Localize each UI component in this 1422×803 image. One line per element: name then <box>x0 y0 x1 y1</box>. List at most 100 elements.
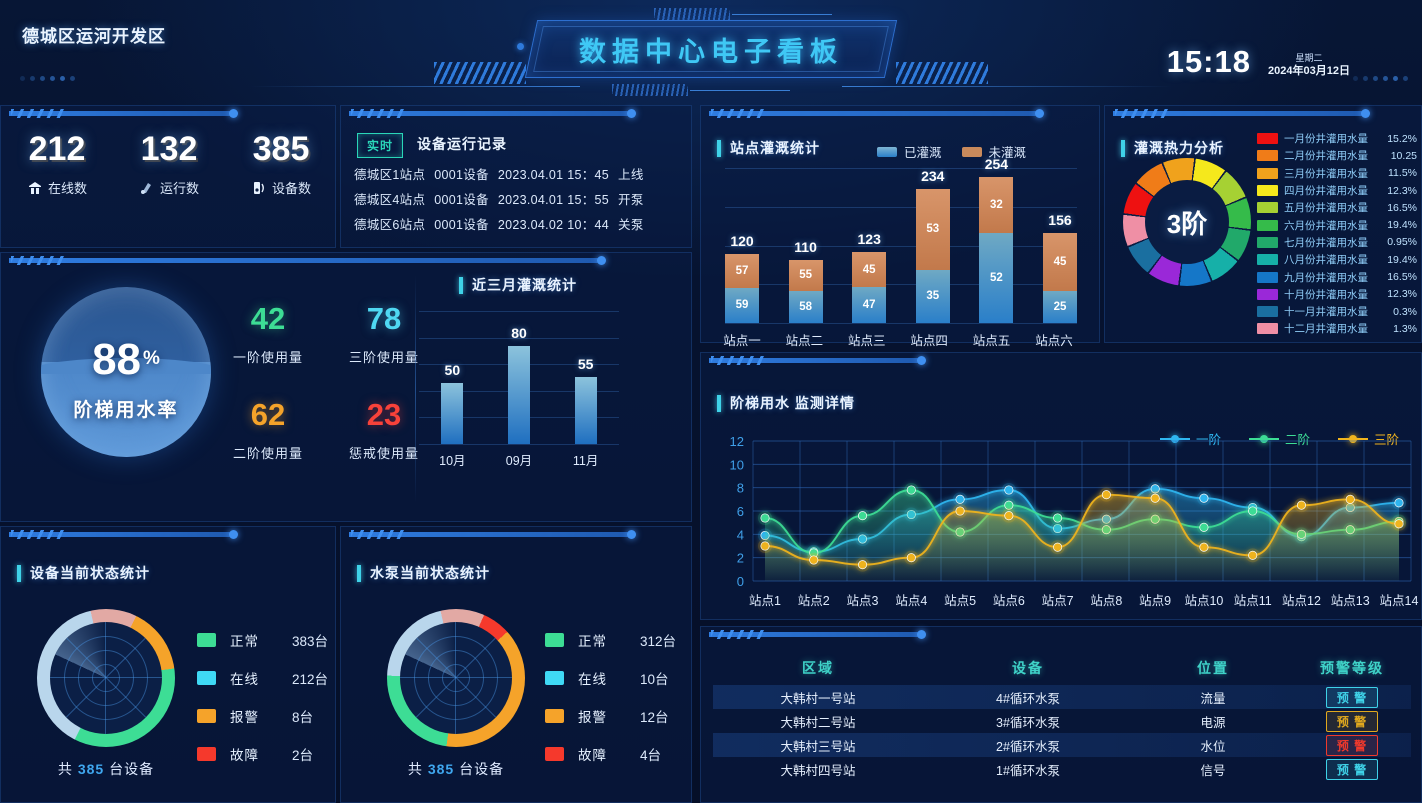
mini-bar-column[interactable]: 55 <box>565 311 607 444</box>
status-badge[interactable]: 预 警 <box>1325 734 1379 756</box>
line-data-point[interactable] <box>1053 513 1063 523</box>
mini-bar-column[interactable]: 80 <box>498 311 540 444</box>
line-data-point[interactable] <box>760 541 770 551</box>
line-legend-dot <box>1170 434 1179 443</box>
table-row[interactable]: 大韩村一号站 4#循环水泵 流量 预 警 <box>713 685 1411 709</box>
table-row[interactable]: 大韩村四号站 1#循环水泵 信号 预 警 <box>713 757 1411 781</box>
stacked-bar-column[interactable]: 123 45 47 <box>852 168 887 323</box>
line-data-point[interactable] <box>1053 542 1063 552</box>
line-data-point[interactable] <box>906 485 916 495</box>
line-data-point[interactable] <box>1345 494 1355 504</box>
heat-legend-row[interactable]: 五月份井灌用水量 16.5% <box>1257 199 1417 216</box>
heat-legend-value: 1.3% <box>1393 322 1417 335</box>
heat-legend-row[interactable]: 四月份井灌用水量 12.3% <box>1257 182 1417 199</box>
status-legend-row[interactable]: 故障 4台 <box>545 735 676 773</box>
heat-legend-swatch <box>1257 254 1278 266</box>
heat-legend-label: 一月份井灌用水量 <box>1284 133 1368 146</box>
line-data-point[interactable] <box>760 513 770 523</box>
heat-legend-value: 19.4% <box>1387 219 1417 232</box>
header-dots-left <box>20 76 75 81</box>
line-data-point[interactable] <box>1004 485 1014 495</box>
heat-legend-label: 六月份井灌用水量 <box>1284 219 1368 232</box>
record-row[interactable]: 德城区4站点 0001设备 2023.04.01 15：55 开泵 <box>354 188 681 213</box>
panel-decoration <box>1 253 691 269</box>
mini-bar-column[interactable]: 50 <box>431 311 473 444</box>
line-legend-dash <box>1337 434 1368 443</box>
line-legend-item[interactable]: 二阶 <box>1248 429 1310 448</box>
stat-tier2-label: 二阶使用量 <box>232 446 303 461</box>
record-row[interactable]: 德城区1站点 0001设备 2023.04.01 15：45 上线 <box>354 163 681 188</box>
hatch-right-icon <box>896 62 988 84</box>
heat-legend-row[interactable]: 二月份井灌用水量 10.25 <box>1257 147 1417 164</box>
stacked-bar-column[interactable]: 156 45 25 <box>1042 168 1077 323</box>
status-legend-row[interactable]: 正常 312台 <box>545 621 676 659</box>
stacked-bar-column[interactable]: 120 57 59 <box>725 168 759 323</box>
status-legend-row[interactable]: 在线 212台 <box>197 659 328 697</box>
line-data-point[interactable] <box>955 494 965 504</box>
heat-legend-row[interactable]: 九月份井灌用水量 16.5% <box>1257 268 1417 285</box>
heat-legend-swatch <box>1257 271 1278 283</box>
line-data-point[interactable] <box>809 555 819 565</box>
device-total: 共 385 台设备 <box>15 759 197 779</box>
line-data-point[interactable] <box>1248 550 1258 560</box>
heat-legend: 一月份井灌用水量 15.2% 二月份井灌用水量 10.25 三月份井灌用水量 11.5% 四… <box>1257 130 1417 338</box>
record-row[interactable]: 德城区6站点 0001设备 2023.04.02 10：44 关泵 <box>354 213 681 238</box>
line-data-point[interactable] <box>857 511 868 521</box>
x-axis-tick: 站点11 <box>1234 594 1272 608</box>
heat-legend-row[interactable]: 一月份井灌用水量 15.2% <box>1257 130 1417 147</box>
status-legend-row[interactable]: 报警 12台 <box>545 697 676 735</box>
mini-bar-x-label: 10月 <box>439 454 466 468</box>
stacked-bars: 120 57 59 110 55 58 123 45 47 234 53 35 254 32 52 156 45… <box>725 156 1077 323</box>
line-data-point[interactable] <box>1296 500 1307 510</box>
line-data-point[interactable] <box>1248 506 1258 516</box>
line-data-point[interactable] <box>857 560 868 570</box>
status-badge[interactable]: 预 警 <box>1325 686 1379 708</box>
heat-legend-row[interactable]: 六月份井灌用水量 19.4% <box>1257 216 1417 233</box>
status-legend-row[interactable]: 正常 383台 <box>197 621 328 659</box>
x-axis-tick: 站点13 <box>1331 594 1370 608</box>
line-data-point[interactable] <box>1004 500 1014 510</box>
water-rate-caption: 阶梯用水率 <box>73 400 179 421</box>
line-data-point[interactable] <box>1199 493 1209 503</box>
heat-legend-swatch <box>1257 150 1278 162</box>
line-data-point[interactable] <box>1199 542 1209 552</box>
table-row[interactable]: 大韩村二号站 3#循环水泵 电源 预 警 <box>713 709 1411 733</box>
heat-legend-row[interactable]: 三月份井灌用水量 11.5% <box>1257 165 1417 182</box>
table-row[interactable]: 大韩村三号站 2#循环水泵 水位 预 警 <box>713 733 1411 757</box>
line-data-point[interactable] <box>1004 511 1014 521</box>
stacked-bar-column[interactable]: 110 55 58 <box>788 168 823 323</box>
line-data-point[interactable] <box>955 506 965 516</box>
record-time: 2023.04.02 10：44 <box>497 218 610 232</box>
status-badge[interactable]: 预 警 <box>1325 758 1379 780</box>
line-legend-item[interactable]: 一阶 <box>1159 429 1221 448</box>
weekday-label: 星期二 <box>1295 53 1323 63</box>
bar-x-label: 站点一 <box>723 334 761 348</box>
bar-total-label: 234 <box>921 167 945 184</box>
status-legend-row[interactable]: 报警 8台 <box>197 697 328 735</box>
stacked-bar-column[interactable]: 254 32 52 <box>979 156 1014 323</box>
line-data-point[interactable] <box>1199 522 1209 532</box>
running-icon <box>140 182 151 194</box>
panel-decoration <box>341 106 691 122</box>
heat-legend-row[interactable]: 十月份井灌用水量 12.3% <box>1257 286 1417 303</box>
line-data-point[interactable] <box>906 553 916 563</box>
line-data-point[interactable] <box>1394 498 1404 508</box>
status-legend-swatch <box>545 671 564 685</box>
bar-x-label: 站点三 <box>848 334 886 348</box>
status-legend-row[interactable]: 故障 2台 <box>197 735 328 773</box>
line-data-point[interactable] <box>1394 519 1404 529</box>
line-data-point[interactable] <box>1150 493 1160 503</box>
status-legend-row[interactable]: 在线 10台 <box>545 659 676 697</box>
heat-legend-row[interactable]: 八月份井灌用水量 19.4% <box>1257 251 1417 268</box>
heat-legend-row[interactable]: 七月份井灌用水量 0.95% <box>1257 234 1417 251</box>
stacked-bar-column[interactable]: 234 53 35 <box>915 167 950 323</box>
heat-legend-row[interactable]: 十二月井灌用水量 1.3% <box>1257 320 1417 337</box>
line-data-point[interactable] <box>1101 490 1111 500</box>
clock-date: 星期二 2024年03月12日 <box>1268 52 1350 79</box>
col-header-device: 设备 <box>1012 660 1044 676</box>
record-device: 0001设备 <box>434 218 489 232</box>
status-badge[interactable]: 预 警 <box>1325 710 1379 732</box>
line-legend-item[interactable]: 三阶 <box>1337 429 1399 448</box>
heat-legend-row[interactable]: 十一月井灌用水量 0.3% <box>1257 303 1417 320</box>
kpi-value: 212 <box>28 130 86 168</box>
